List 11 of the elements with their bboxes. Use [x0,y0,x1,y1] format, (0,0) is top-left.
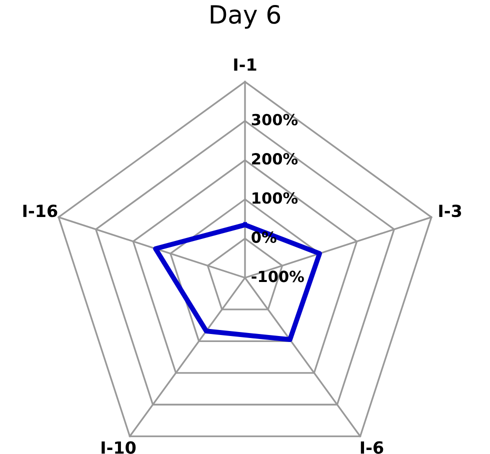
y-tick-label: 0% [252,231,276,243]
spoke-label: I-1 [234,58,256,71]
y-tick-label: -100% [252,270,304,282]
y-tick-label: 200% [252,153,298,165]
spoke-label: I-3 [439,204,462,218]
spoke-label: I-10 [102,441,136,454]
spoke-label: I-6 [360,441,384,454]
y-tick-label: 300% [252,114,298,126]
y-tick-label: 100% [252,192,298,204]
spoke-label: I-16 [23,204,58,218]
chart-title: Day 6 [210,4,280,29]
